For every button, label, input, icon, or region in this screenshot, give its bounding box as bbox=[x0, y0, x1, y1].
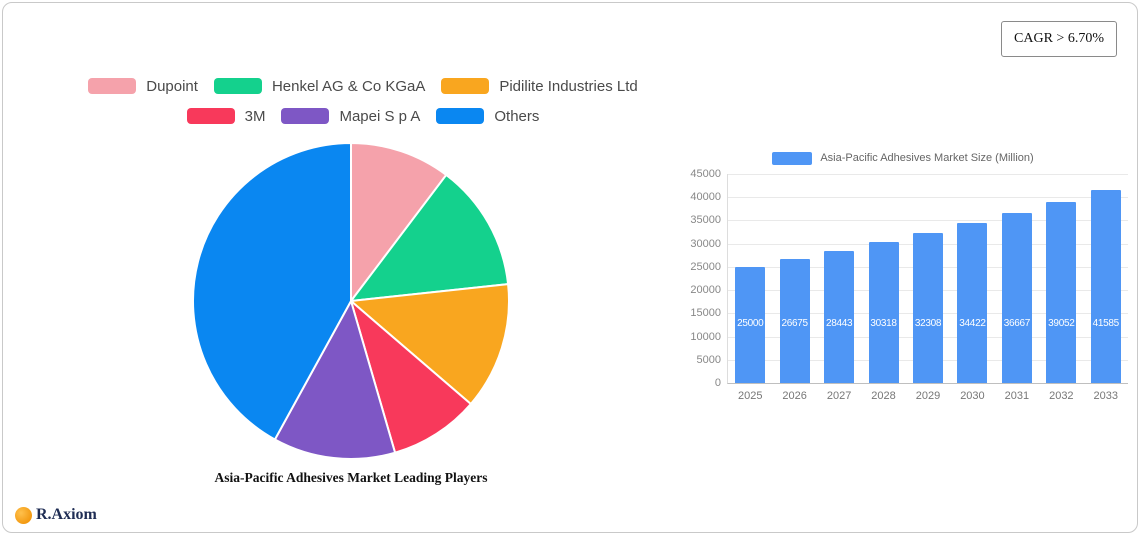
pie-chart bbox=[192, 141, 510, 460]
y-axis-label: 25000 bbox=[690, 260, 721, 273]
legend-label: Dupoint bbox=[146, 77, 198, 95]
bar-2028: 30318 bbox=[868, 242, 899, 383]
bar-plot-area: 0 5000 10000 15000 20000 25000 30000 35000 40000… bbox=[690, 168, 1128, 402]
legend-item-mapei-s-p-a: Mapei S p A bbox=[281, 108, 420, 125]
pie-title: Asia-Pacific Adhesives Market Leading Pl… bbox=[214, 470, 488, 485]
bar-2026: 26675 bbox=[779, 259, 810, 383]
bar-value-label: 30318 bbox=[870, 318, 897, 329]
y-axis-label: 30000 bbox=[690, 237, 721, 250]
legend-item-others: Others bbox=[436, 108, 539, 125]
bar-2033: 41585 bbox=[1090, 189, 1121, 383]
bar-value-label: 39052 bbox=[1048, 318, 1075, 329]
pie-legend-row-2: 3M Mapei S p A Others bbox=[33, 105, 693, 127]
bar-value-label: 34422 bbox=[959, 318, 986, 329]
y-axis-label: 40000 bbox=[690, 191, 721, 204]
pie-slice-3m bbox=[349, 298, 473, 454]
brand-logo: R.Axiom bbox=[15, 506, 97, 524]
bar-value-label: 41585 bbox=[1092, 318, 1120, 329]
legend-swatch-3m bbox=[186, 108, 235, 124]
legend-swatch-pidilite-industries-ltd bbox=[441, 78, 490, 94]
pie-slice-dupoint bbox=[350, 141, 448, 304]
y-axis-label: 5000 bbox=[696, 353, 721, 366]
x-axis-label: 2031 bbox=[1004, 390, 1030, 402]
pie-legend-row-1: Dupoint Henkel AG & Co KGaA Pidilite Indus… bbox=[33, 75, 693, 97]
x-axis-label: 2027 bbox=[826, 390, 852, 402]
brand-icon bbox=[15, 506, 32, 524]
y-axis-label: 35000 bbox=[690, 214, 721, 227]
bar-value-label: 28443 bbox=[825, 318, 853, 329]
y-axis-label: 10000 bbox=[690, 330, 721, 343]
pie-legend: Dupoint Henkel AG & Co KGaA Pidilite Indus… bbox=[33, 75, 693, 135]
pie-slice-pidilite-industries-ltd bbox=[348, 283, 510, 406]
legend-label: Mapei S p A bbox=[339, 107, 421, 125]
y-axis-label: 15000 bbox=[690, 307, 721, 320]
bar-chart: Asia-Pacific Adhesives Market Size (Mill… bbox=[679, 150, 1128, 402]
x-axis-label: 2029 bbox=[915, 390, 941, 402]
bar-2025: 25000 bbox=[735, 266, 766, 383]
y-axis-label: 20000 bbox=[690, 284, 721, 297]
y-axis-label: 0 bbox=[714, 377, 721, 389]
x-axis-label: 2025 bbox=[737, 390, 763, 402]
gridline bbox=[728, 220, 1128, 222]
x-axis-label: 2033 bbox=[1093, 390, 1118, 402]
bar-value-label: 32308 bbox=[914, 318, 942, 329]
x-axis-label: 2028 bbox=[871, 390, 896, 402]
bar-value-label: 25000 bbox=[737, 318, 764, 329]
bar-legend-label: Asia-Pacific Adhesives Market Size (Mill… bbox=[820, 152, 1034, 164]
bar-2027: 28443 bbox=[824, 250, 855, 383]
bar-value-label: 26675 bbox=[781, 318, 809, 329]
pie-slice-henkel-ag-co-kgaa bbox=[348, 173, 510, 303]
legend-label: Others bbox=[494, 107, 540, 125]
legend-label: Henkel AG & Co KGaA bbox=[271, 77, 426, 95]
pie-slice-others bbox=[192, 141, 352, 441]
cagr-badge: CAGR > 6.70% bbox=[1001, 21, 1117, 57]
bar-2031: 36667 bbox=[1001, 212, 1032, 383]
legend-swatch-mapei-s-p-a bbox=[281, 108, 330, 124]
legend-item-pidilite-industries-ltd: Pidilite Industries Ltd bbox=[441, 77, 638, 95]
gridline bbox=[728, 197, 1128, 199]
legend-item-dupoint: Dupoint bbox=[88, 78, 198, 95]
bar-chart-legend: Asia-Pacific Adhesives Market Size (Mill… bbox=[679, 150, 1127, 166]
gridline bbox=[728, 174, 1128, 175]
bar-2032: 39052 bbox=[1046, 201, 1077, 383]
legend-label: Pidilite Industries Ltd bbox=[499, 77, 638, 95]
pie-slice-mapei-s-p-a bbox=[273, 298, 397, 460]
legend-label: 3M bbox=[244, 107, 266, 125]
legend-item-henkel-ag-co-kgaa: Henkel AG & Co KGaA bbox=[213, 77, 426, 95]
legend-swatch-dupoint bbox=[88, 78, 137, 94]
legend-item-3m: 3M bbox=[186, 107, 266, 125]
brand-name: R.Axiom bbox=[36, 506, 97, 523]
bar-legend-swatch bbox=[772, 151, 813, 165]
legend-swatch-henkel-ag-co-kgaa bbox=[213, 78, 262, 94]
bar-value-label: 36667 bbox=[1003, 318, 1031, 329]
x-axis-label: 2026 bbox=[782, 390, 807, 402]
bar-2029: 32308 bbox=[913, 232, 943, 383]
bar-2030: 34422 bbox=[957, 223, 988, 383]
x-axis-label: 2032 bbox=[1049, 390, 1074, 402]
y-axis-label: 45000 bbox=[690, 168, 721, 180]
legend-swatch-others bbox=[436, 108, 485, 124]
x-axis-label: 2030 bbox=[960, 390, 985, 402]
